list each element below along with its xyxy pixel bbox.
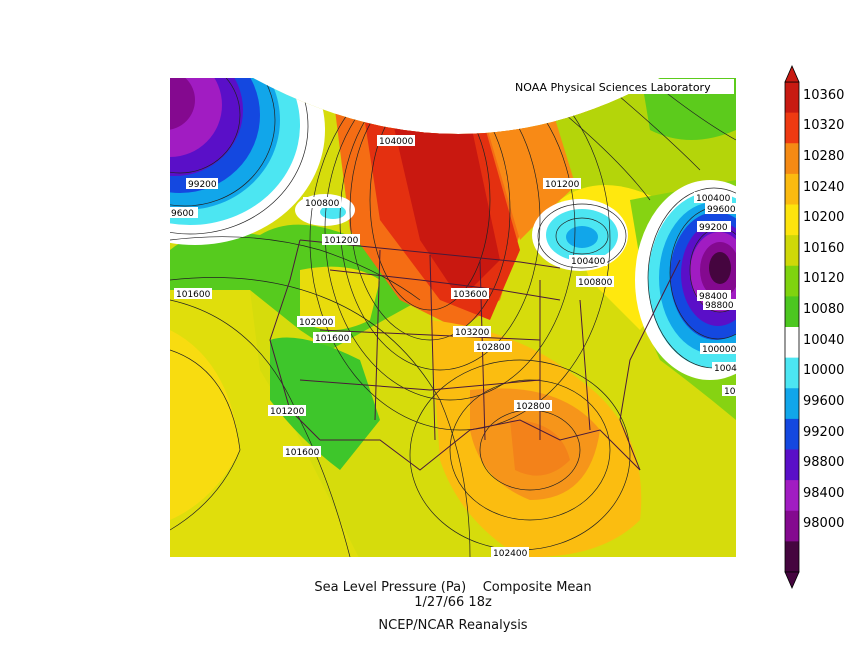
isobar-label: 99200 [188, 180, 217, 190]
isobar-label: 9600 [171, 209, 194, 219]
colorbar [784, 65, 800, 589]
colorbar-level-label: 10160 [803, 240, 845, 256]
isobar-label: 101200 [324, 236, 359, 246]
isobar-label: 10 [724, 387, 736, 397]
colorbar-swatch [785, 480, 799, 512]
isobar-label: 104000 [379, 137, 414, 147]
isobar-label: 100000 [702, 345, 737, 355]
isobar-label: 100800 [578, 278, 613, 288]
isobar-label: 102400 [493, 549, 528, 559]
colorbar-swatch [785, 143, 799, 175]
colorbar-level-label: 99600 [803, 393, 845, 409]
colorbar-level-label: 98000 [803, 516, 845, 532]
colorbar-swatch [785, 418, 799, 450]
isobar-label: 1004 [714, 364, 737, 374]
political-borders [269, 239, 681, 471]
colorbar-level-label: 98400 [803, 485, 845, 501]
colorbar-swatch [785, 357, 799, 389]
isobar-label: 99200 [699, 223, 728, 233]
colorbar-swatch [785, 82, 799, 114]
credit-text: NOAA Physical Sciences Laboratory [515, 81, 711, 94]
isobar-label: 102800 [516, 402, 551, 412]
colorbar-swatch [785, 449, 799, 481]
colorbar-level-label: 10000 [803, 363, 845, 379]
colorbar-level-label: 98800 [803, 455, 845, 471]
colorbar-level-label: 10280 [803, 148, 845, 164]
colorbar-swatch [785, 388, 799, 420]
isobar-label: 100800 [305, 199, 340, 209]
colorbar-level-label: 10320 [803, 118, 845, 134]
isobar-label: 101200 [270, 407, 305, 417]
caption-variable: Sea Level Pressure (Pa) [314, 580, 467, 595]
colorbar-swatch [785, 510, 799, 542]
isobar-label: 100400 [696, 194, 731, 204]
map-field [170, 78, 736, 557]
colorbar-swatch [785, 173, 799, 205]
colorbar-swatch [785, 204, 799, 236]
colorbar-level-label: 10120 [803, 271, 845, 287]
isobar-label: 102000 [299, 318, 334, 328]
isobar-label: 103200 [455, 328, 490, 338]
isobar-label: 98400 [699, 292, 728, 302]
isobar-label: 101600 [285, 448, 320, 458]
colorbar-swatch [785, 541, 799, 573]
isobar-label: 98800 [705, 301, 734, 311]
colorbar-level-label: 10200 [803, 210, 845, 226]
isobar-labels: 104000 103600 103200 102800 102800 10240… [170, 135, 737, 559]
colorbar-min-arrow [784, 571, 800, 589]
isobar-label: 100400 [571, 257, 606, 267]
caption-date: 1/27/66 18z [414, 595, 492, 610]
colorbar-swatch [785, 327, 799, 359]
colorbar-swatch [785, 235, 799, 267]
colorbar-swatch [785, 296, 799, 328]
isobar-label: 101600 [176, 290, 211, 300]
colorbar-level-label: 10240 [803, 179, 845, 195]
caption-source: NCEP/NCAR Reanalysis [378, 618, 528, 633]
isobar-label: 99600 [707, 205, 736, 215]
colorbar-swatch [785, 265, 799, 297]
isobar-label: 102800 [476, 343, 511, 353]
colorbar-level-label: 99200 [803, 424, 845, 440]
colorbar-level-label: 10040 [803, 332, 845, 348]
colorbar-swatch [785, 112, 799, 144]
isobar-label: 101200 [545, 180, 580, 190]
caption-line-1: Sea Level Pressure (Pa) Composite Mean [170, 580, 736, 595]
colorbar-max-arrow [784, 65, 800, 83]
isobar-label: 101600 [315, 334, 350, 344]
credit-background [512, 79, 734, 94]
colorbar-level-label: 10360 [803, 87, 845, 103]
colorbar-level-label: 10080 [803, 302, 845, 317]
caption-statistic: Composite Mean [482, 580, 592, 595]
isobar-label: 103600 [453, 290, 488, 300]
